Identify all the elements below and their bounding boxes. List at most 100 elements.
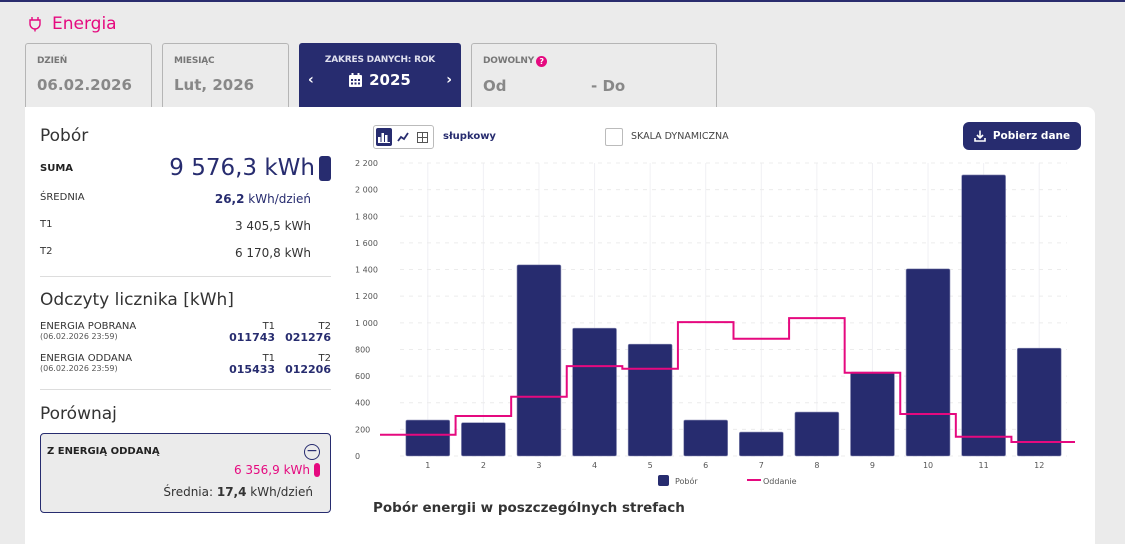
remove-compare-icon[interactable]: − [304,444,320,460]
compare-color-marker [314,463,320,477]
table-icon[interactable] [415,128,431,146]
tab-month-value: Lut, 2026 [174,76,255,94]
divider [40,389,331,390]
x-tick-label: 2 [481,461,486,470]
t1-header: T1 [262,353,276,364]
y-tick-label: 800 [355,345,370,354]
compare-avg-prefix: Średnia: [163,485,214,499]
download-label: Pobierz dane [992,130,1071,142]
bar-1 [405,419,451,457]
summary-panel: Pobór SUMA 9 576,3 kWh ŚREDNIA 26,2 kWh/… [40,107,331,513]
legend-label-pobor: Pobór [675,476,698,486]
meter-title: Odczyty licznika [kWh] [40,290,234,310]
avg-value: 26,2 [214,192,245,206]
bar-10 [905,268,951,457]
y-tick-label: 2 000 [355,186,378,195]
x-tick-label: 12 [1034,461,1044,470]
consumption-title: Pobór [40,126,89,146]
avg-label: ŚREDNIA [40,192,85,203]
plug-icon [29,17,41,32]
tab-day-label: DZIEŃ [37,56,68,66]
date-from-field[interactable]: Od [483,77,507,95]
divider [40,276,331,277]
y-tick-label: 1 800 [355,212,378,221]
sum-value: 9 576,3 kWh [169,155,315,181]
tab-day[interactable]: DZIEŃ 06.02.2026 [25,43,152,107]
legend-swatch-pobor [658,475,669,486]
y-tick-label: 400 [355,399,370,408]
bar-11 [961,174,1006,457]
y-tick-label: 1 000 [355,319,378,328]
avg-unit: kWh/dzień [248,192,311,206]
t1-reading: 015433 [229,363,276,376]
bar-12 [1016,347,1062,457]
tab-year-label: ZAKRES DANYCH: ROK [324,55,436,65]
y-tick-label: 1 200 [355,292,378,301]
meter-row-name: ENERGIA POBRANA [40,321,137,332]
legend-label-oddanie: Oddanie [763,477,797,486]
y-tick-label: 1 600 [355,239,378,248]
bar-8 [794,411,840,457]
y-tick-label: 200 [355,425,370,434]
compare-card-title: Z ENERGIĄ ODDANĄ [47,446,160,457]
x-tick-label: 9 [870,461,875,470]
y-tick-label: 0 [355,452,360,461]
t2-reading: 021276 [285,331,331,344]
bar-5 [627,343,673,457]
tab-month-label: MIESIĄC [174,56,215,66]
next-year-button[interactable]: › [446,72,452,88]
tab-month[interactable]: MIESIĄC Lut, 2026 [162,43,289,107]
oddanie-line [380,317,1075,444]
t2-header: T2 [318,353,331,364]
meter-row-name: ENERGIA ODDANA [40,353,133,364]
tab-year-value: 2025 [369,71,411,89]
bar-chart-icon[interactable] [376,128,393,146]
sum-label: SUMA [40,162,74,174]
bar-4 [572,327,617,457]
meter-row: ENERGIA POBRANA (06.02.2026 23:59) T1 0117… [40,321,331,343]
x-tick-label: 3 [536,461,541,470]
x-tick-label: 6 [703,461,708,470]
bar-3 [516,264,562,457]
consumption-color-marker [319,155,331,181]
tab-custom[interactable]: DOWOLNY? Od - Do [471,43,717,107]
t2-label: T2 [40,246,53,257]
t1-header: T1 [262,321,276,332]
t1-value: 3 405,5 kWh [234,219,311,233]
x-tick-label: 5 [648,461,653,470]
calendar-icon [349,73,363,87]
main-card: Pobór SUMA 9 576,3 kWh ŚREDNIA 26,2 kWh/… [25,107,1095,544]
page-title: Energia [28,14,117,34]
help-icon[interactable]: ? [536,56,548,67]
x-tick-label: 8 [814,461,819,470]
x-tick-label: 1 [425,461,430,470]
y-tick-label: 2 200 [355,159,378,168]
tab-year[interactable]: ZAKRES DANYCH: ROK ‹ 2025 › [299,43,461,107]
date-to-field[interactable]: - Do [591,77,626,95]
compare-amount: 6 356,9 kWh [233,463,310,477]
bar-9 [850,371,895,457]
line-chart-icon[interactable] [395,128,411,146]
y-tick-label: 1 400 [355,266,378,275]
chart-type-switcher [373,125,434,149]
t2-value: 6 170,8 kWh [234,246,311,260]
meter-row-date: (06.02.2026 23:59) [40,332,118,341]
bar-2 [461,422,506,457]
dynamic-scale-label: SKALA DYNAMICZNA [631,131,729,142]
y-tick-label: 600 [355,372,370,381]
page-title-text: Energia [52,14,117,34]
t1-reading: 011743 [229,331,276,344]
prev-year-button[interactable]: ‹ [308,72,314,88]
compare-card[interactable]: Z ENERGIĄ ODDANĄ − 6 356,9 kWh Średnia: … [40,433,331,513]
top-border [0,0,1125,2]
x-tick-label: 11 [979,461,989,470]
dynamic-scale-checkbox[interactable] [605,128,623,146]
compare-avg-value: 17,4 [216,485,247,499]
download-button[interactable]: Pobierz dane [963,122,1081,150]
compare-title: Porównaj [40,404,117,424]
tab-custom-label: DOWOLNY [483,56,535,66]
bar-7 [739,431,784,457]
t1-label: T1 [40,219,53,230]
consumption-chart: 0 200 400 600 800 1 000 1 200 1 400 1 600 1 800 2 … [355,159,1075,486]
meter-row-date: (06.02.2026 23:59) [40,364,118,373]
